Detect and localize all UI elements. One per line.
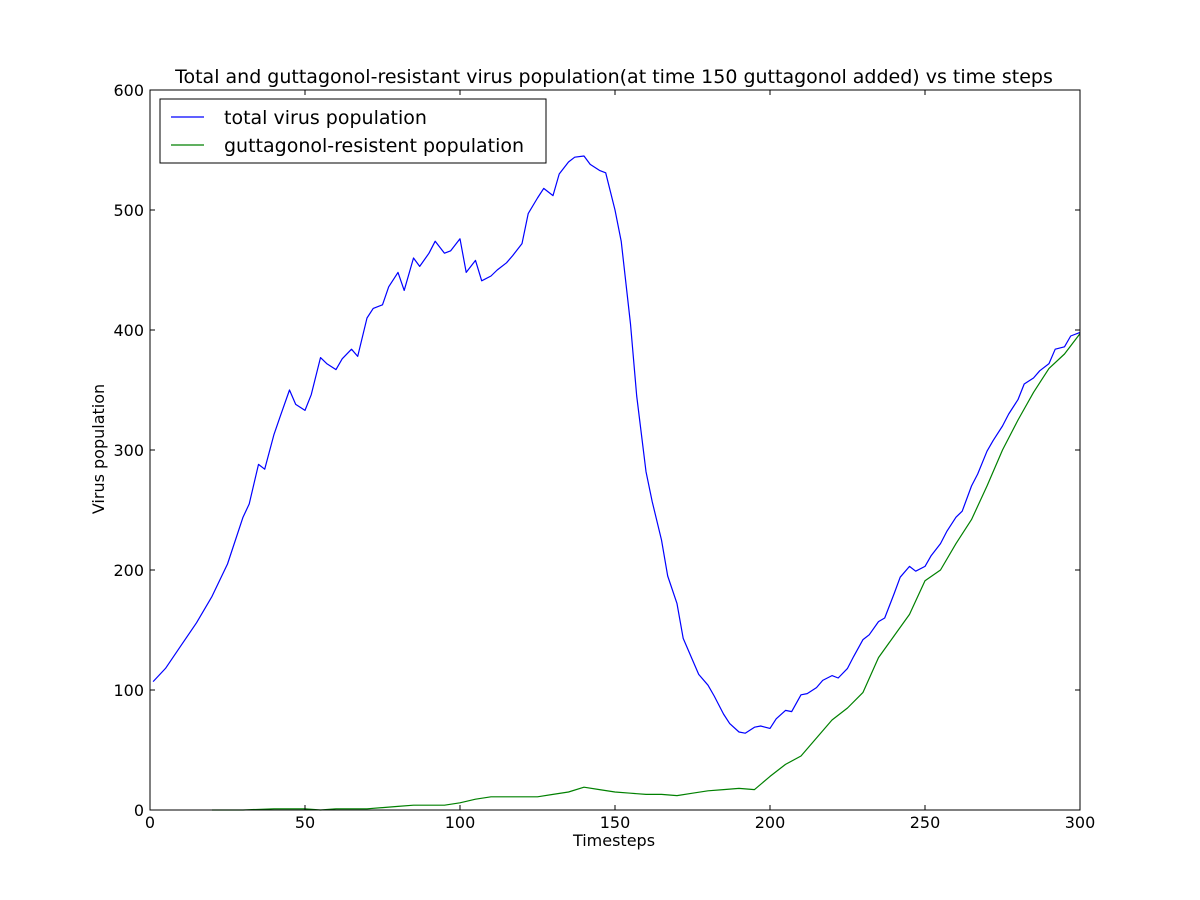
legend-label-1: total virus population (224, 107, 427, 129)
y-axis-label: Virus population (89, 384, 108, 514)
legend-box (159, 98, 547, 164)
plot-frame (149, 89, 1081, 811)
ticks-layer: 0 50 100 150 200 250 300 0 100 200 300 400 500 600 (113, 81, 1095, 832)
x-tick-label: 0 (145, 813, 155, 832)
x-tick-label: 200 (755, 813, 786, 832)
y-tick-label: 100 (113, 681, 144, 700)
x-tick-label: 100 (445, 813, 476, 832)
series-line-2 (212, 333, 1081, 811)
y-tick-label: 600 (113, 81, 144, 100)
chart-title: Total and guttagonol-resistant virus pop… (174, 66, 1053, 88)
y-tick-label: 400 (113, 321, 144, 340)
y-tick-label: 0 (134, 801, 144, 820)
x-tick-label: 50 (295, 813, 315, 832)
series-line-1 (152, 155, 1081, 734)
y-tick-label: 200 (113, 561, 144, 580)
legend: total virus population guttagonol-resiste… (159, 98, 547, 164)
x-tick-label: 250 (910, 813, 941, 832)
x-axis-label: Timesteps (572, 831, 655, 850)
series-layer (152, 155, 1081, 811)
legend-label-2: guttagonol-resistent population (224, 135, 524, 157)
y-tick-label: 500 (113, 201, 144, 220)
x-tick-label: 300 (1065, 813, 1096, 832)
y-tick-label: 300 (113, 441, 144, 460)
x-tick-label: 150 (600, 813, 631, 832)
